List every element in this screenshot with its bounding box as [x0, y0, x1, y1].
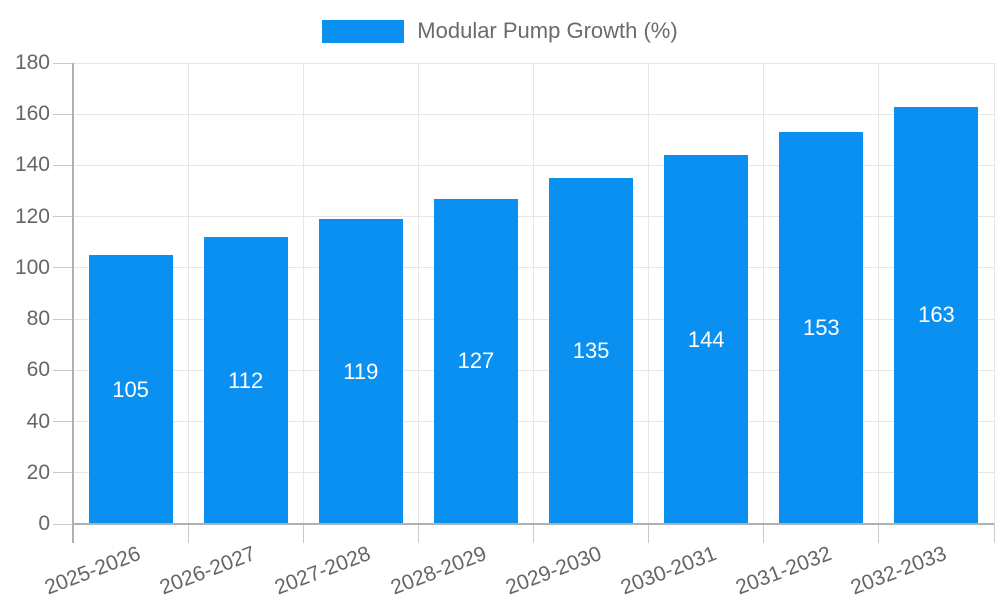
gridline-vertical — [763, 63, 765, 524]
x-axis-label-2032-2033: 2032-2033 — [847, 542, 950, 600]
bar-value-label: 135 — [572, 338, 610, 364]
bar-value-label: 163 — [918, 302, 955, 328]
x-axis-tick — [533, 524, 534, 543]
bar-2027-2028: 119 — [318, 219, 403, 524]
x-axis-tick — [187, 524, 189, 543]
bar-value-label: 112 — [228, 367, 264, 393]
bar-2030-2031: 144 — [664, 155, 749, 524]
x-axis-line — [73, 523, 994, 525]
x-axis-label-2025-2026: 2025-2026 — [41, 542, 144, 600]
y-axis-tick — [53, 421, 73, 423]
y-axis-line — [72, 63, 74, 543]
y-axis-tick — [53, 113, 73, 115]
bar-2032-2033: 163 — [894, 106, 979, 524]
y-axis-tick-label: 20 — [26, 460, 50, 484]
bar-2025-2026: 105 — [88, 255, 173, 524]
legend[interactable]: Modular Pump Growth (%) — [0, 17, 1000, 45]
y-axis-tick — [53, 472, 73, 474]
x-axis-tick — [878, 524, 880, 543]
bar-2028-2029: 127 — [433, 198, 518, 524]
y-axis-tick — [53, 369, 73, 371]
y-axis-tick-label: 160 — [14, 102, 50, 126]
gridline-vertical — [648, 63, 650, 524]
legend-swatch — [322, 19, 405, 43]
y-axis-tick-label: 120 — [14, 204, 50, 228]
gridline-vertical — [302, 63, 304, 524]
bar-2029-2030: 135 — [549, 178, 634, 524]
y-axis-tick-label: 0 — [38, 512, 50, 535]
y-axis-tick — [53, 318, 73, 320]
legend-label: Modular Pump Growth (%) — [417, 18, 678, 43]
x-axis-label-2031-2032: 2031-2032 — [732, 542, 835, 600]
y-axis-tick-label: 60 — [26, 358, 50, 382]
gridline-vertical — [878, 63, 880, 524]
y-axis-tick — [53, 267, 73, 269]
x-axis-label-2028-2029: 2028-2029 — [387, 542, 490, 600]
bar-value-label: 105 — [112, 376, 149, 402]
bar-2026-2027: 112 — [203, 237, 288, 524]
x-axis-label-2030-2031: 2030-2031 — [617, 542, 720, 600]
bar-value-label: 153 — [802, 315, 840, 341]
x-axis-tick — [993, 524, 995, 543]
x-axis-tick — [763, 524, 765, 543]
x-axis-tick — [648, 524, 650, 543]
x-axis-tick — [417, 524, 419, 543]
gridline-vertical — [187, 63, 189, 524]
x-axis-label-2026-2027: 2026-2027 — [156, 542, 259, 600]
y-axis-tick — [53, 523, 73, 525]
bar-value-label: 127 — [457, 348, 495, 374]
x-axis-tick — [302, 524, 304, 543]
bar-value-label: 144 — [687, 326, 725, 352]
gridline-vertical — [993, 63, 995, 524]
y-axis-tick-label: 140 — [14, 153, 50, 177]
y-axis-tick-label: 80 — [26, 307, 50, 331]
gridline-vertical — [417, 63, 419, 524]
gridline-vertical — [533, 63, 534, 524]
y-axis-tick-label: 40 — [26, 409, 50, 433]
y-axis-tick-label: 100 — [14, 255, 50, 279]
bar-value-label: 119 — [343, 358, 379, 384]
y-axis-tick — [53, 216, 73, 218]
y-axis-tick — [53, 62, 73, 64]
y-axis-tick-label: 180 — [14, 51, 50, 74]
x-axis-label-2027-2028: 2027-2028 — [272, 542, 375, 600]
bar-2031-2032: 153 — [779, 132, 864, 524]
y-axis-tick — [53, 164, 73, 166]
x-axis-label-2029-2030: 2029-2030 — [502, 542, 605, 600]
